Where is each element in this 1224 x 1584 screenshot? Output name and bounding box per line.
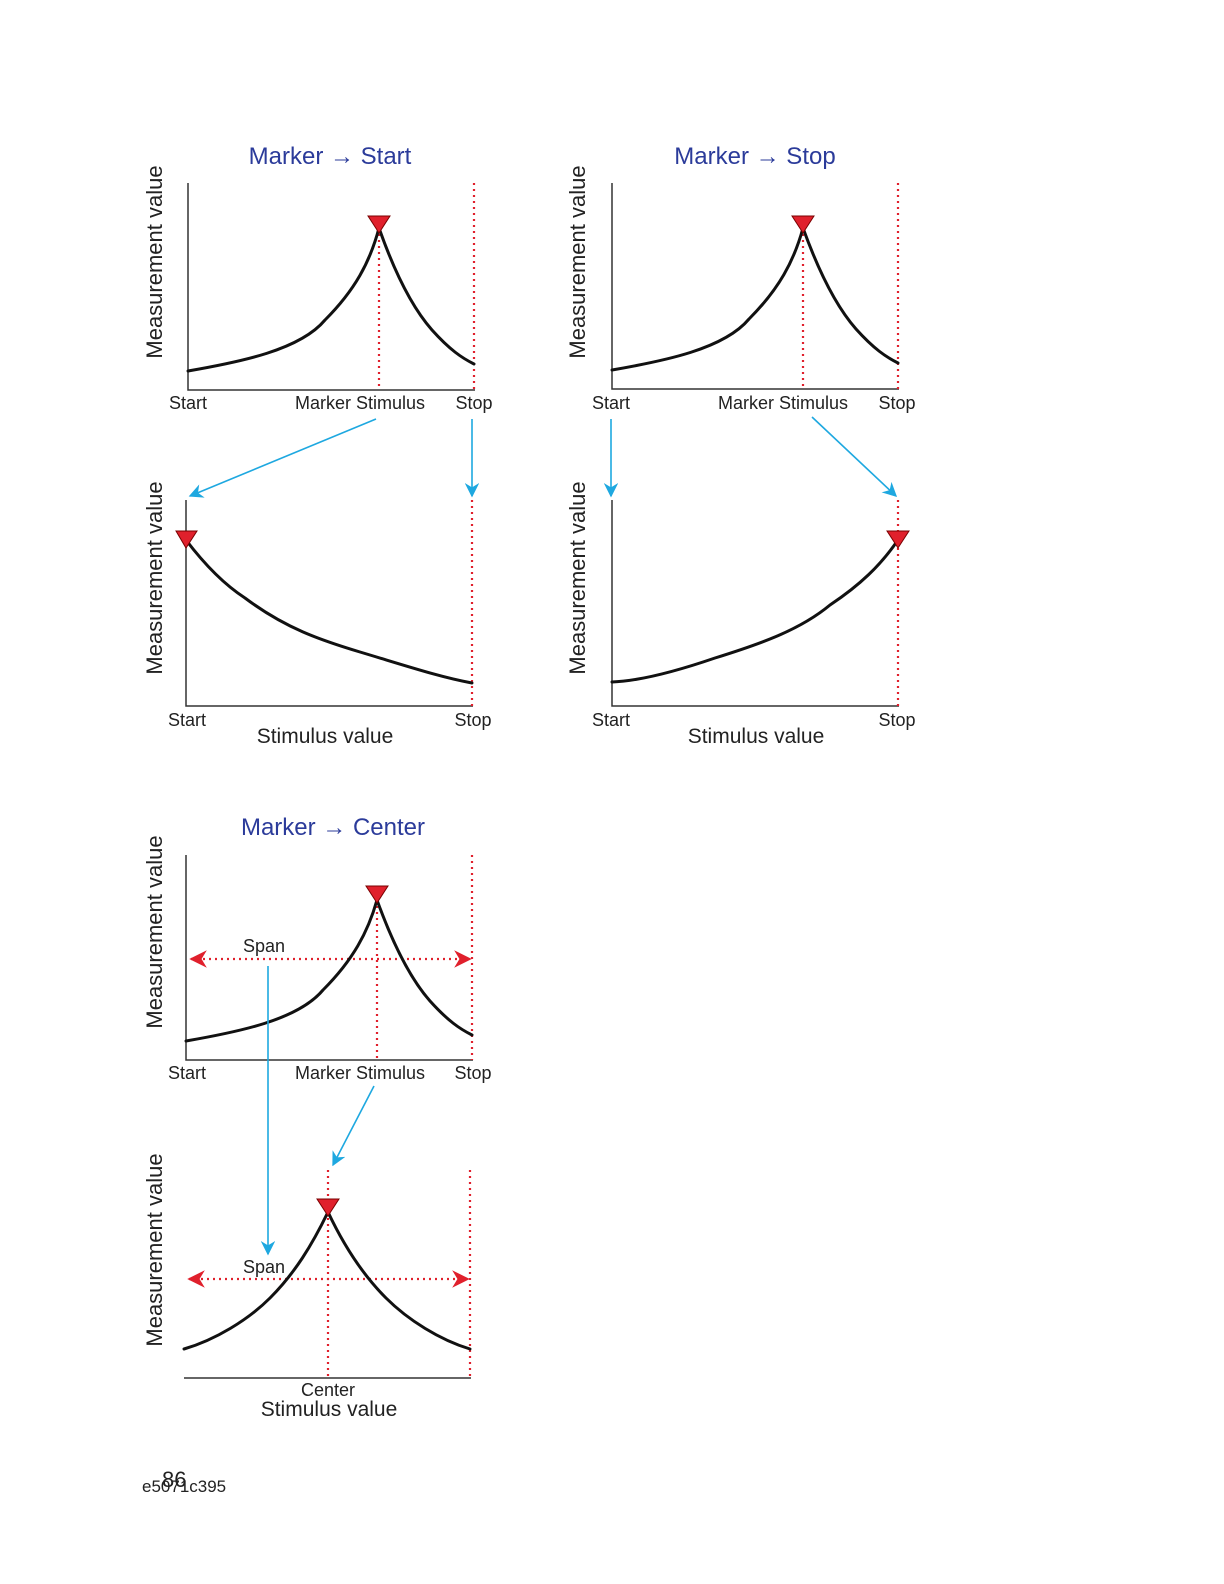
document-code: e5071c395 — [142, 1477, 227, 1496]
title-marker-stop: Marker → Stop — [674, 143, 835, 170]
diagram-marker-to-center: Marker → Center Measurement value Span S… — [142, 814, 492, 1421]
y-axis-label: Measurement value — [565, 165, 590, 358]
plot-stop-after: Measurement value Start Stop Stimulus va… — [565, 481, 916, 748]
x-label-marker: Marker Stimulus — [295, 1063, 425, 1083]
marker-triangle-icon — [175, 530, 198, 549]
arrow-marker-to-stop — [811, 416, 898, 497]
trace-curve — [184, 898, 474, 1043]
trace-curve — [610, 538, 900, 684]
axes — [185, 500, 473, 707]
marker-triangle-icon — [886, 530, 910, 549]
plot-center-after: Measurement value Span Center Stimulus v… — [142, 1153, 472, 1421]
marker-triangle-icon — [791, 215, 815, 234]
x-axis-title: Stimulus value — [261, 1398, 398, 1421]
marker-triangle-icon — [365, 885, 389, 904]
diagram-marker-to-start: Marker → Start Measurement value Start M… — [142, 143, 493, 748]
y-axis-label: Measurement value — [142, 481, 167, 674]
plot-center-before: Measurement value Span Start Marker Stim… — [142, 835, 492, 1083]
x-label-start: Start — [169, 393, 207, 413]
x-label-center: Center — [301, 1380, 355, 1400]
span-label: Span — [243, 1257, 285, 1277]
axes — [187, 183, 475, 391]
trace-curve — [610, 226, 900, 372]
title-marker-start: Marker → Start — [249, 143, 412, 170]
x-label-marker: Marker Stimulus — [718, 393, 848, 413]
page-number: 86 — [162, 1467, 187, 1492]
x-label-start: Start — [592, 393, 630, 413]
axes — [611, 183, 899, 390]
plot-stop-before: Measurement value Start Marker Stimulus … — [565, 165, 916, 413]
marker-triangle-icon — [316, 1198, 340, 1217]
plot-start-before: Measurement value Start Marker Stimulus … — [142, 165, 493, 413]
diagram-marker-to-stop: Marker → Stop Measurement value Start Ma… — [565, 143, 916, 748]
plot-start-after: Measurement value Start Stop Stimulus va… — [142, 481, 492, 748]
marker-triangle-icon — [367, 215, 391, 234]
trace-curve — [182, 1210, 472, 1351]
y-axis-label: Measurement value — [142, 165, 167, 358]
x-axis-title: Stimulus value — [257, 725, 394, 748]
title-marker-center: Marker → Center — [241, 814, 425, 841]
x-label-stop: Stop — [878, 710, 915, 730]
y-axis-label: Measurement value — [142, 1153, 167, 1346]
axes — [611, 500, 899, 707]
x-label-start: Start — [168, 710, 206, 730]
x-label-stop: Stop — [454, 710, 491, 730]
x-label-stop: Stop — [454, 1063, 491, 1083]
y-axis-label: Measurement value — [142, 835, 167, 1028]
span-label: Span — [243, 936, 285, 956]
y-axis-label: Measurement value — [565, 481, 590, 674]
x-axis-title: Stimulus value — [688, 725, 825, 748]
x-label-stop: Stop — [455, 393, 492, 413]
arrow-marker-to-start — [188, 418, 377, 498]
x-label-marker: Marker Stimulus — [295, 393, 425, 413]
x-label-start: Start — [168, 1063, 206, 1083]
axes — [185, 855, 473, 1061]
trace-curve — [184, 538, 474, 685]
arrow-marker-to-center — [332, 1085, 375, 1167]
x-label-start: Start — [592, 710, 630, 730]
trace-curve — [186, 226, 476, 373]
x-label-stop: Stop — [878, 393, 915, 413]
